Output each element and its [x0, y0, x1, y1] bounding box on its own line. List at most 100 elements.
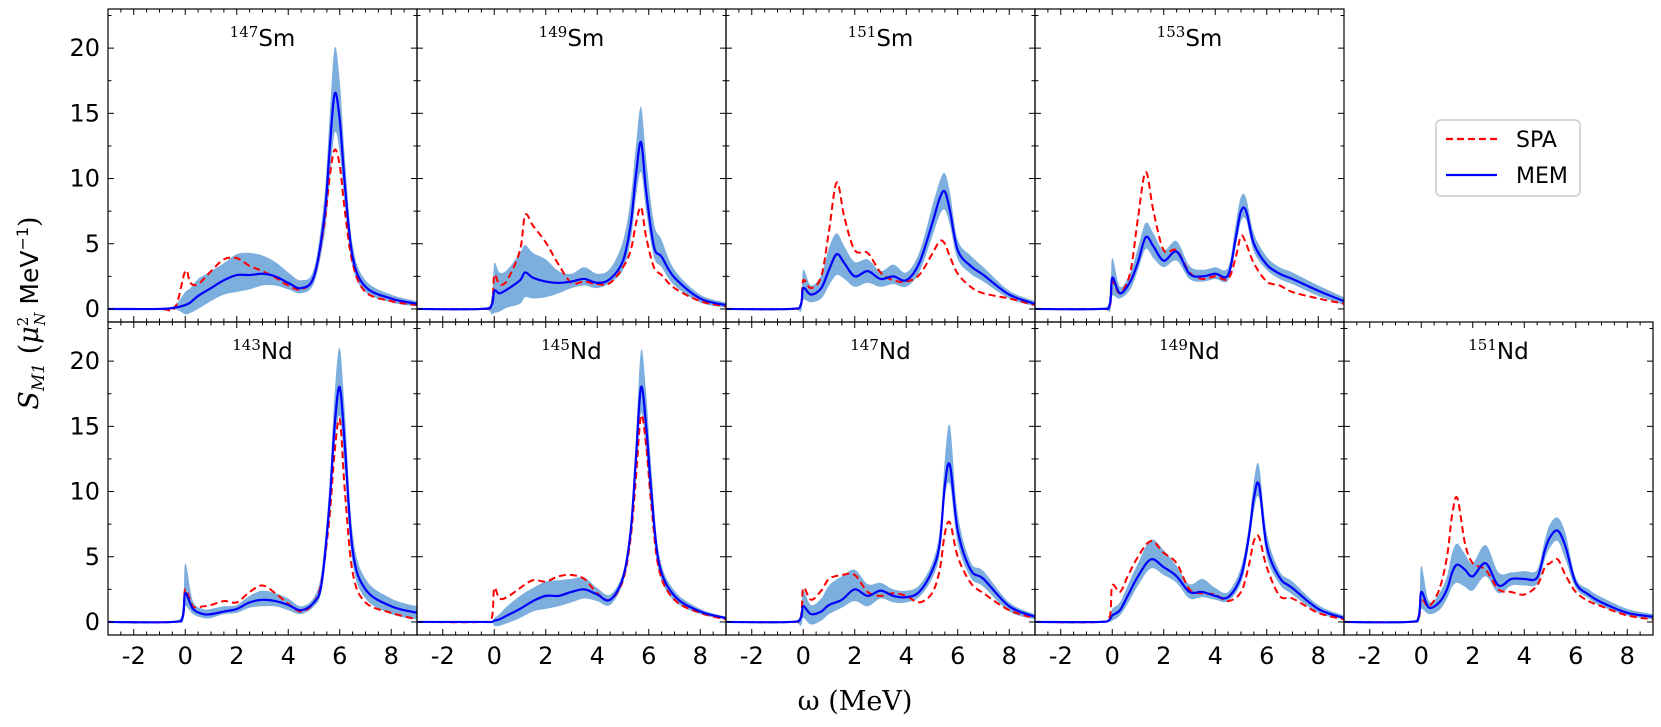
panel-title-element: Sm	[258, 26, 295, 52]
mem-uncertainty-band	[1035, 462, 1344, 623]
mem-line	[726, 462, 1035, 624]
y-tick-label: 5	[85, 230, 100, 258]
spa-line	[726, 181, 1035, 311]
mem-uncertainty-band	[1035, 193, 1344, 313]
x-tick-label: 2	[229, 642, 244, 670]
panel-title-element: Nd	[261, 339, 293, 365]
panel-title-element: Sm	[876, 26, 913, 52]
panel-title-element: Sm	[567, 26, 604, 52]
x-tick-label: 2	[1156, 642, 1171, 670]
x-tick-label: 8	[1002, 642, 1017, 670]
x-tick-label: -2	[740, 642, 764, 670]
x-tick-label: 2	[1465, 642, 1480, 670]
x-tick-label: 6	[1568, 642, 1583, 670]
panel-title: 147Nd	[850, 336, 910, 365]
plot-area	[726, 424, 1035, 626]
mem-uncertainty-band	[108, 347, 417, 624]
mem-line	[1035, 481, 1344, 624]
y-tick-label: 15	[69, 99, 100, 127]
panel-title-mass-number: 147	[230, 23, 259, 41]
panel-title: 143Nd	[232, 336, 292, 365]
panel-sm-147: 0 5 10 15 20 147Sm	[69, 8, 418, 323]
y-tick-label: 15	[69, 412, 100, 440]
panel-title: 151Sm	[848, 23, 914, 52]
panel-sm-151: 151Sm	[725, 8, 1036, 323]
x-tick-label: 4	[281, 642, 296, 670]
x-tick-label: 8	[693, 642, 708, 670]
panel-title-mass-number: 149	[1159, 336, 1188, 354]
mem-uncertainty-band	[726, 172, 1035, 312]
x-tick-label: 2	[538, 642, 553, 670]
panel-title-element: Sm	[1185, 26, 1222, 52]
plot-area	[726, 172, 1035, 312]
x-tick-label: 6	[332, 642, 347, 670]
x-tick-label: 8	[1311, 642, 1326, 670]
spa-line	[726, 520, 1035, 624]
panel-title: 149Nd	[1159, 336, 1219, 365]
panel-title-mass-number: 151	[848, 23, 877, 41]
mem-line	[108, 91, 417, 311]
y-tick-label: 10	[69, 478, 100, 506]
panel-title: 145Nd	[541, 336, 601, 365]
x-tick-label: -2	[122, 642, 146, 670]
panel-title-element: Nd	[570, 339, 602, 365]
panel-title-element: Nd	[1188, 339, 1220, 365]
y-tick-label: 20	[69, 347, 100, 375]
mem-line	[726, 189, 1035, 311]
spa-line	[417, 206, 726, 311]
plot-area	[1035, 462, 1344, 624]
mem-uncertainty-band	[1344, 517, 1653, 623]
panel-title-element: Nd	[879, 339, 911, 365]
spa-line	[417, 414, 726, 624]
y-tick-label: 20	[69, 34, 100, 62]
x-tick-label: -2	[431, 642, 455, 670]
y-tick-label: 0	[85, 295, 100, 323]
plot-area	[1344, 496, 1653, 624]
mem-line	[108, 386, 417, 624]
panel-title: 149Sm	[539, 23, 605, 52]
panel-sm-153: 153Sm	[1034, 8, 1345, 323]
spa-line	[1035, 171, 1344, 311]
mem-uncertainty-band	[726, 424, 1035, 626]
x-tick-label: -2	[1049, 642, 1073, 670]
panel-title: 147Sm	[230, 23, 296, 52]
panel-title: 153Sm	[1157, 23, 1223, 52]
panel-nd-149: -2 0 2 4 6 8 149Nd	[1034, 321, 1345, 670]
y-tick-label: 5	[85, 543, 100, 571]
x-axis-title: ω (MeV)	[798, 686, 913, 717]
panel-nd-151: -2 0 2 4 6 8 151Nd	[1343, 321, 1654, 670]
x-tick-label: -2	[1358, 642, 1382, 670]
x-tick-label: 6	[1259, 642, 1274, 670]
panel-title-mass-number: 151	[1468, 336, 1497, 354]
spa-line	[1344, 496, 1653, 624]
panel-title-mass-number: 145	[541, 336, 570, 354]
y-tick-label: 10	[69, 165, 100, 193]
mem-line	[1344, 529, 1653, 624]
mem-line	[1035, 206, 1344, 311]
legend: SPA MEM	[1435, 119, 1581, 197]
panel-title-mass-number: 143	[232, 336, 261, 354]
panel-sm-149: 149Sm	[416, 8, 727, 323]
spa-line	[1035, 534, 1344, 624]
panel-title-mass-number: 153	[1157, 23, 1186, 41]
x-tick-label: 6	[641, 642, 656, 670]
x-tick-label: 4	[590, 642, 605, 670]
panel-title-element: Nd	[1497, 339, 1529, 365]
x-tick-label: 0	[796, 642, 811, 670]
x-tick-label: 4	[1517, 642, 1532, 670]
panel-title-mass-number: 149	[539, 23, 568, 41]
x-tick-label: 8	[1620, 642, 1635, 670]
panel-title-mass-number: 147	[850, 336, 879, 354]
x-tick-label: 4	[899, 642, 914, 670]
legend-spa-label: SPA	[1516, 128, 1557, 153]
mem-line	[417, 385, 726, 624]
mem-uncertainty-band	[417, 349, 726, 627]
spa-line	[108, 148, 417, 312]
x-tick-label: 2	[847, 642, 862, 670]
panel-nd-145: -2 0 2 4 6 8 145Nd	[416, 321, 727, 670]
mem-line	[417, 140, 726, 311]
plot-area	[1035, 171, 1344, 313]
panel-nd-143: -2 0 2 4 6 8 0 5 10 15 20 143Nd	[69, 321, 418, 670]
